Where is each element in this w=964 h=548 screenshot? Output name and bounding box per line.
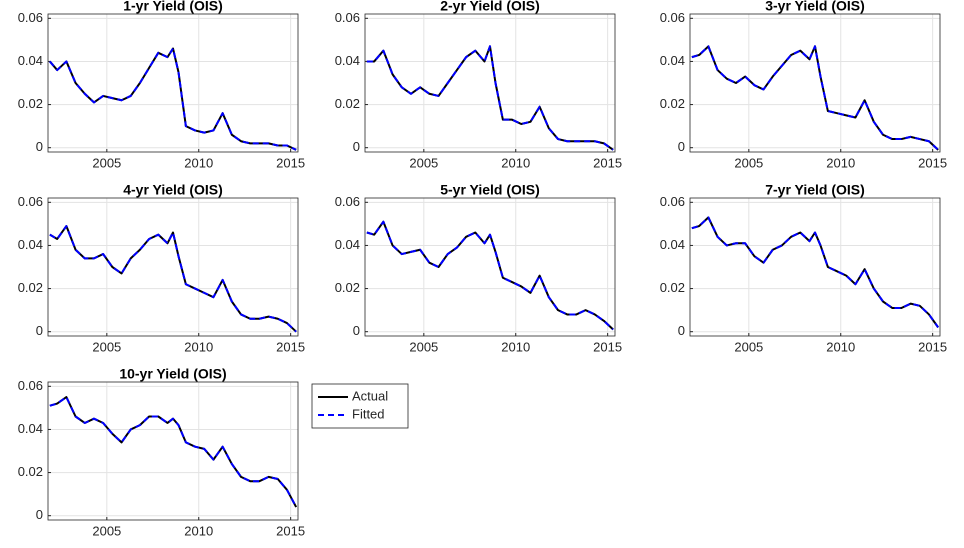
y-tick-label: 0 (36, 507, 43, 522)
y-tick-label: 0.02 (335, 280, 360, 295)
subplot: 4-yr Yield (OIS) 0 0.02 0.04 0.06 2005 2010 201… (18, 182, 305, 355)
plot-area (690, 14, 940, 152)
subplot: 2-yr Yield (OIS) 0 0.02 0.04 0.06 2005 2010 201… (335, 0, 622, 170)
x-tick-label: 2010 (501, 155, 530, 170)
legend-label: Fitted (352, 406, 385, 421)
y-tick-label: 0.06 (18, 194, 43, 209)
subplot: 7-yr Yield (OIS) 0 0.02 0.04 0.06 2005 2010 201… (660, 182, 947, 355)
x-tick-label: 2005 (734, 339, 763, 354)
y-tick-label: 0.02 (660, 280, 685, 295)
y-tick-label: 0 (353, 139, 360, 154)
subplot-title: 7-yr Yield (OIS) (765, 182, 865, 198)
y-tick-label: 0.02 (18, 280, 43, 295)
axes-box (364, 13, 616, 153)
y-tick-label: 0.06 (335, 10, 360, 25)
subplot-title: 2-yr Yield (OIS) (440, 0, 540, 14)
series-line (366, 45, 614, 151)
y-tick-label: 0.04 (18, 421, 43, 436)
x-tick-label: 2010 (184, 155, 213, 170)
y-tick-label: 0 (353, 323, 360, 338)
subplot-title: 3-yr Yield (OIS) (765, 0, 865, 14)
legend: Actual Fitted (311, 383, 409, 429)
axes-box (364, 197, 616, 337)
y-tick-label: 0.04 (660, 237, 685, 252)
series-line (49, 396, 298, 508)
y-tick-label: 0.02 (335, 96, 360, 111)
y-tick-label: 0 (678, 323, 685, 338)
x-tick-label: 2015 (276, 523, 305, 538)
y-tick-label: 0.04 (335, 53, 360, 68)
x-tick-label: 2005 (92, 523, 121, 538)
plot-area (48, 14, 298, 152)
plot-area (365, 14, 615, 152)
x-tick-label: 2005 (409, 339, 438, 354)
plot-area (365, 198, 615, 336)
subplot-title: 5-yr Yield (OIS) (440, 182, 540, 198)
y-tick-label: 0.06 (660, 10, 685, 25)
subplot: 10-yr Yield (OIS) 0 0.02 0.04 0.06 2005 2010 20… (18, 366, 305, 539)
legend-label: Actual (352, 388, 388, 403)
y-tick-label: 0.06 (335, 194, 360, 209)
legend-box (311, 383, 409, 429)
subplot-title: 10-yr Yield (OIS) (119, 366, 226, 382)
y-tick-label: 0.06 (18, 10, 43, 25)
x-tick-label: 2015 (918, 339, 947, 354)
x-tick-label: 2005 (734, 155, 763, 170)
series-line (366, 220, 614, 331)
y-tick-label: 0.02 (18, 96, 43, 111)
series-line (691, 45, 939, 151)
axes-box (689, 13, 941, 153)
subplot-title: 4-yr Yield (OIS) (123, 182, 223, 198)
subplot: 5-yr Yield (OIS) 0 0.02 0.04 0.06 2005 2010 201… (335, 182, 622, 355)
plot-area (48, 382, 298, 520)
x-tick-label: 2010 (184, 523, 213, 538)
y-tick-label: 0.04 (18, 237, 43, 252)
x-tick-label: 2015 (593, 339, 622, 354)
x-tick-label: 2015 (276, 155, 305, 170)
x-tick-label: 2015 (918, 155, 947, 170)
x-tick-label: 2010 (826, 155, 855, 170)
axes-box (47, 13, 299, 153)
y-tick-label: 0.04 (660, 53, 685, 68)
y-tick-label: 0 (678, 139, 685, 154)
y-tick-label: 0.02 (660, 96, 685, 111)
x-tick-label: 2005 (409, 155, 438, 170)
x-tick-label: 2010 (826, 339, 855, 354)
subplot: 3-yr Yield (OIS) 0 0.02 0.04 0.06 2005 2010 201… (660, 0, 947, 170)
x-tick-label: 2010 (184, 339, 213, 354)
subplot: 1-yr Yield (OIS) 0 0.02 0.04 0.06 2005 2010 201… (18, 0, 305, 170)
plot-area (690, 198, 940, 336)
axes-box (689, 197, 941, 337)
plot-area (48, 198, 298, 336)
axes-box (47, 197, 299, 337)
x-tick-label: 2005 (92, 155, 121, 170)
axes-box (47, 381, 299, 521)
x-tick-label: 2010 (501, 339, 530, 354)
subplot-title: 1-yr Yield (OIS) (123, 0, 223, 14)
series-line (49, 225, 297, 333)
x-tick-label: 2015 (276, 339, 305, 354)
series-line (49, 47, 297, 151)
y-tick-label: 0.04 (335, 237, 360, 252)
y-tick-label: 0 (36, 139, 43, 154)
x-tick-label: 2015 (593, 155, 622, 170)
y-tick-label: 0 (36, 323, 43, 338)
y-tick-label: 0.04 (18, 53, 43, 68)
y-tick-label: 0.06 (660, 194, 685, 209)
y-tick-label: 0.02 (18, 464, 43, 479)
series-line (691, 216, 939, 328)
y-tick-label: 0.06 (18, 378, 43, 393)
x-tick-label: 2005 (92, 339, 121, 354)
